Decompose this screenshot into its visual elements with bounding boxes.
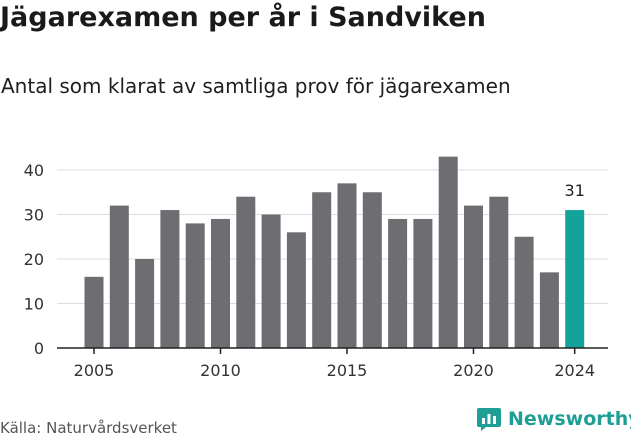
bar-2014: [312, 192, 332, 348]
y-tick-label: 40: [24, 161, 44, 180]
brand-logo[interactable]: Newsworthy: [476, 406, 631, 432]
x-tick-label: 2010: [200, 361, 241, 380]
chart-subtitle: Antal som klarat av samtliga prov för jä…: [1, 74, 511, 98]
bar-2023: [539, 272, 559, 348]
bar-2019: [438, 156, 458, 348]
x-tick-label: 2005: [74, 361, 115, 380]
bar-2005: [84, 276, 104, 348]
bar-2007: [135, 259, 155, 348]
bar-2008: [160, 210, 180, 348]
bar-2015: [337, 183, 357, 348]
bar-2018: [413, 218, 433, 348]
y-tick-label: 10: [24, 295, 44, 314]
x-tick-label: 2015: [327, 361, 368, 380]
newsworthy-logo-icon: [477, 408, 501, 431]
bar-2022: [514, 236, 534, 348]
data-label-2024: 31: [565, 181, 585, 200]
bar-2011: [236, 196, 256, 348]
x-tick-label: 2020: [453, 361, 494, 380]
bar-2006: [109, 205, 129, 348]
bar-2012: [261, 214, 281, 348]
source-note: Källa: Naturvårdsverket: [0, 419, 177, 437]
bar-2009: [185, 223, 205, 348]
x-tick-label: 2024: [554, 361, 595, 380]
chart-title: Jägarexamen per år i Sandviken: [0, 2, 486, 33]
y-tick-label: 30: [24, 206, 44, 225]
x-axis-ticks: 2005 2010 2015 2020 2024: [74, 348, 595, 380]
bar-2024: [565, 210, 585, 348]
bar-2020: [464, 205, 483, 348]
y-tick-label: 0: [34, 339, 44, 358]
bar-2010: [211, 218, 230, 348]
bar-2021: [489, 196, 509, 348]
bars: [57, 156, 608, 349]
y-axis-ticks: 0 10 20 30 40: [24, 161, 44, 358]
data-labels: 31: [565, 181, 585, 200]
bar-2016: [362, 192, 382, 348]
brand-name: Newsworthy: [508, 408, 631, 430]
bar-2017: [388, 218, 408, 348]
bar-2013: [286, 232, 306, 348]
y-tick-label: 20: [24, 250, 44, 269]
